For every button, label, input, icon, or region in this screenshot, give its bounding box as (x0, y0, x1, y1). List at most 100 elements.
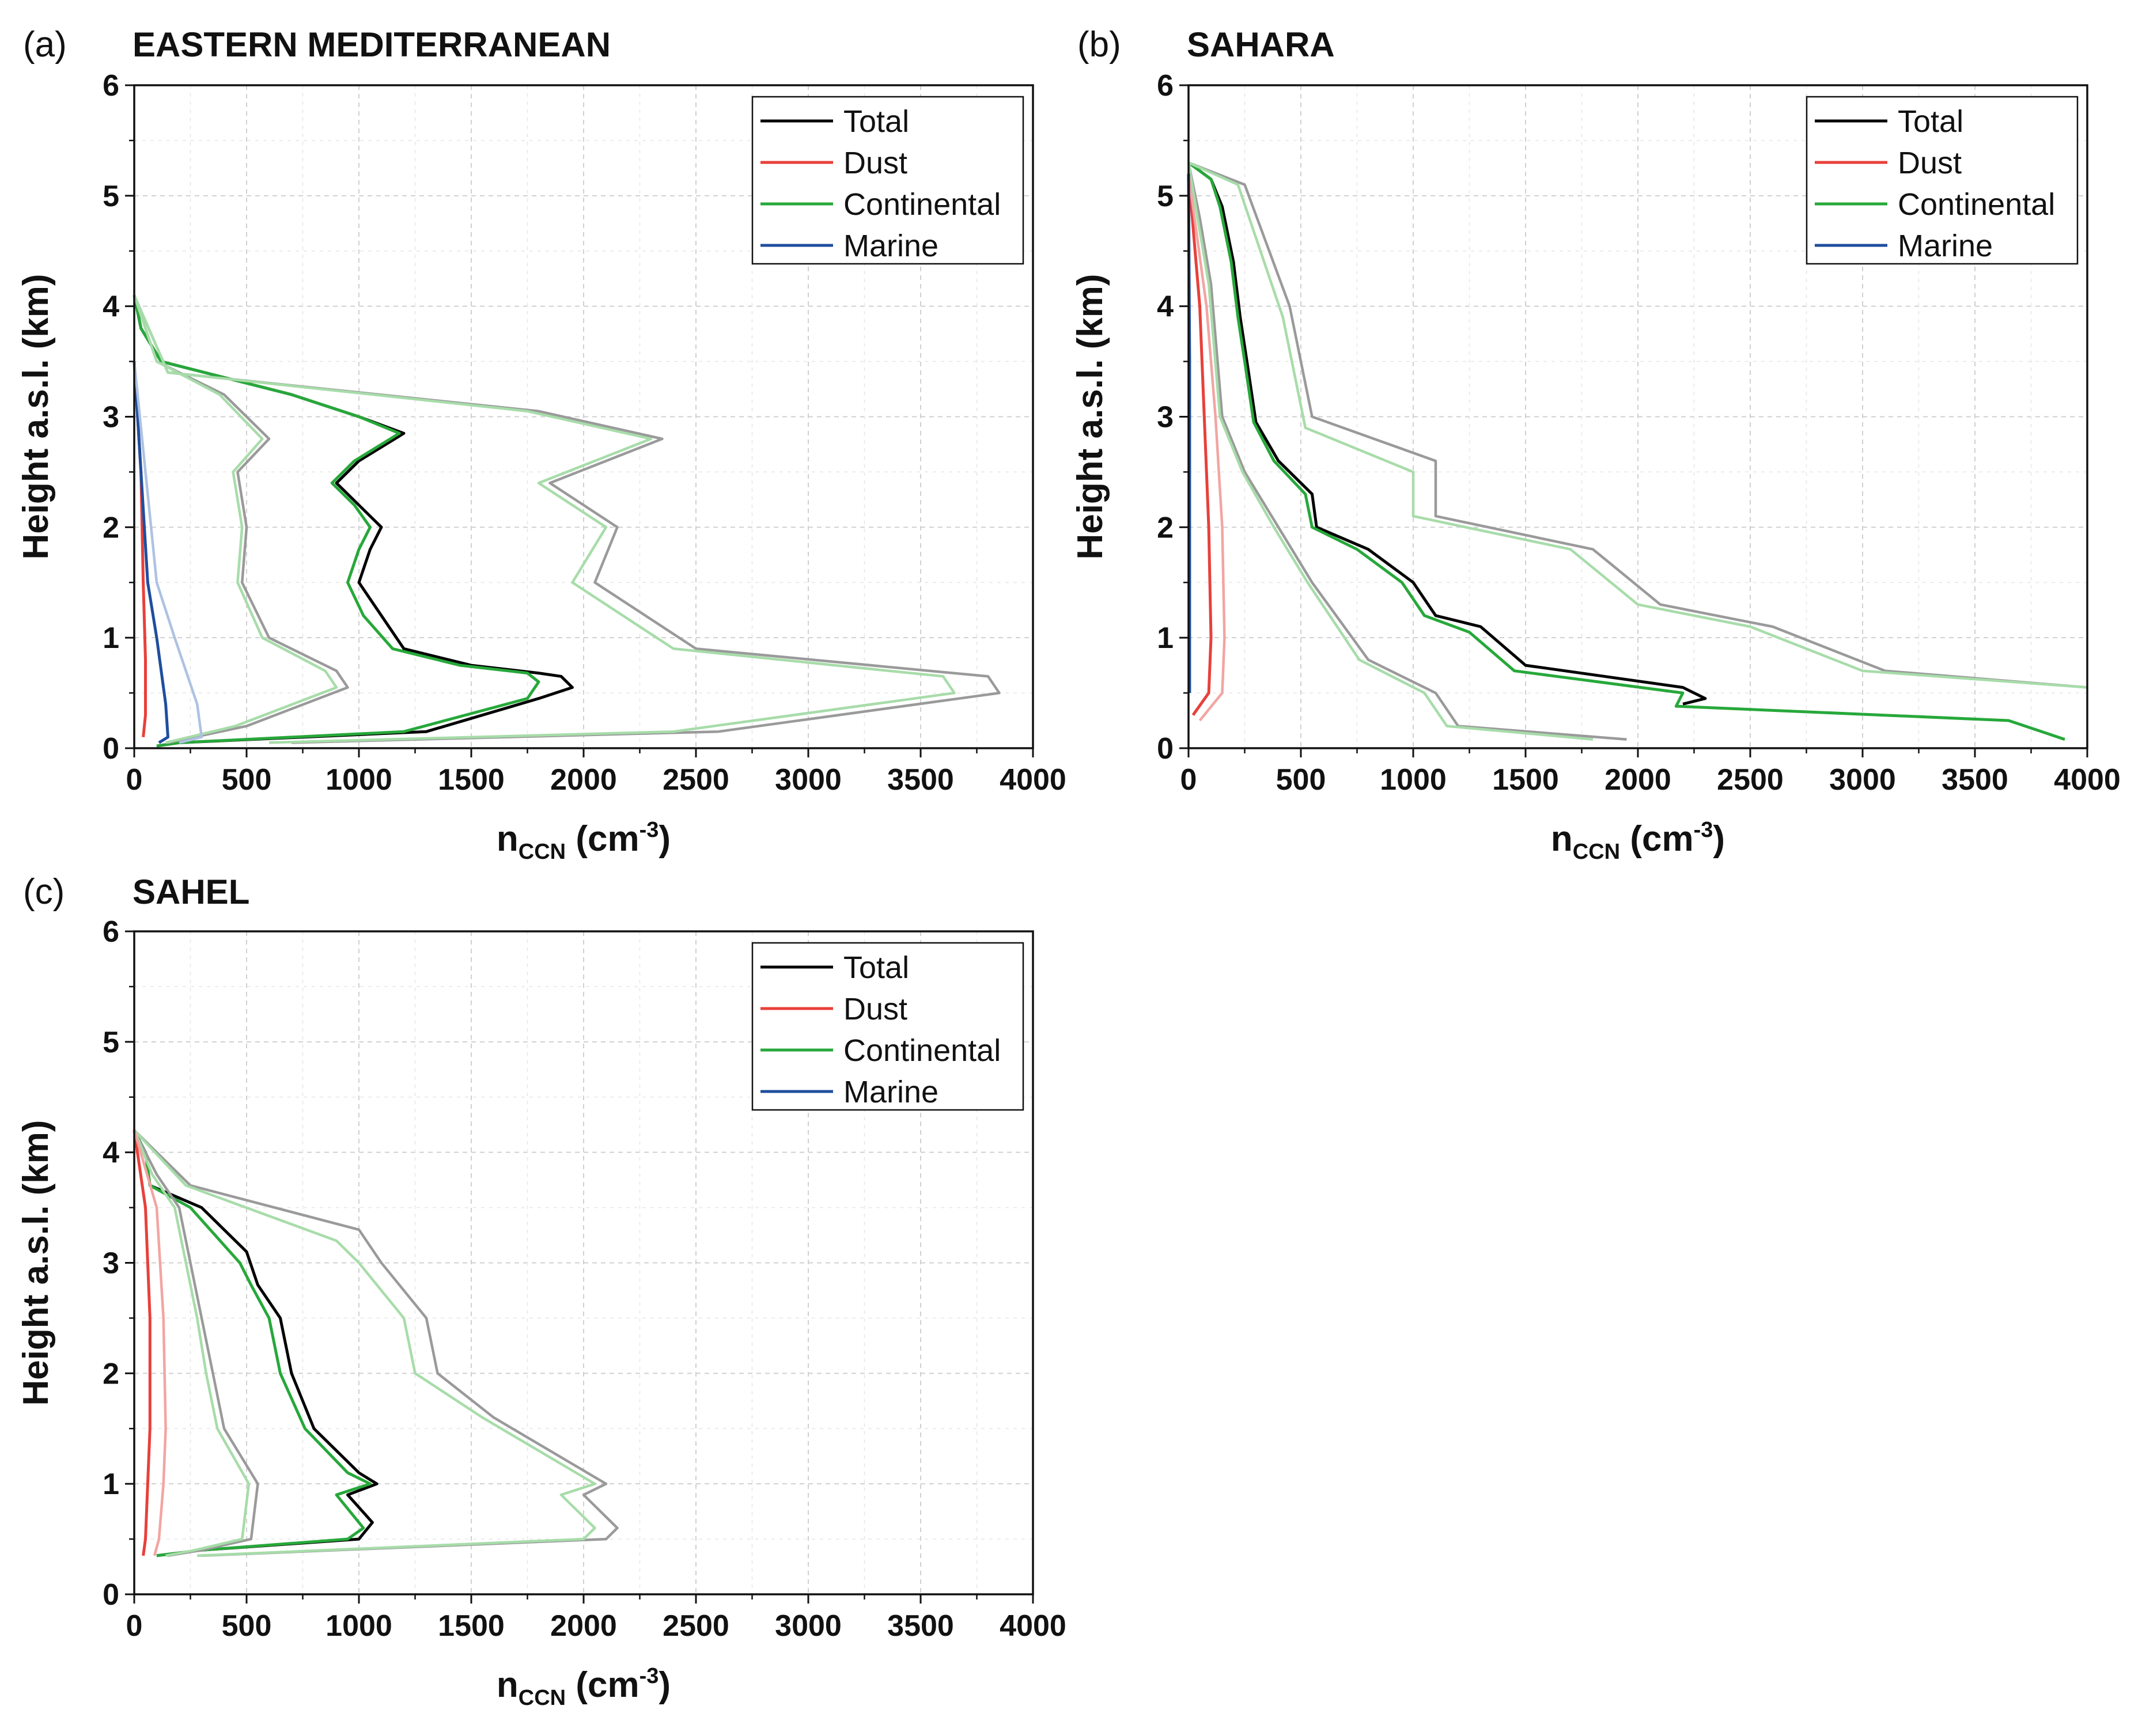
series-line-total-1- (133, 1129, 259, 1557)
series-line-continental-1- (133, 294, 956, 744)
series-line-marine (133, 361, 169, 744)
series-line-continental-1- (1187, 162, 1594, 741)
legend-box (1806, 96, 2079, 265)
series-line-total-1- (133, 294, 349, 744)
series-line-total (1187, 161, 1707, 706)
x-axis-title-sub: CCN (519, 1686, 566, 1710)
x-tick-label: 500 (1276, 763, 1326, 797)
y-tick-label: 2 (103, 511, 119, 544)
x-tick-label: 1000 (326, 763, 392, 797)
y-tick-label: 4 (103, 290, 119, 324)
x-tick-label: 2000 (1604, 763, 1671, 797)
y-tick-label: 3 (103, 1247, 119, 1280)
x-axis-title-main: n (497, 1665, 519, 1705)
x-tick-label: 2500 (663, 1609, 729, 1643)
panel-letter: (a) (23, 25, 67, 65)
legend-label-continental: Continental (1898, 187, 2055, 222)
series-line-dust-1- (1187, 173, 1226, 722)
x-tick-label: 3000 (775, 763, 842, 797)
legend-label-continental: Continental (843, 187, 1001, 222)
series-line-continental-1- (133, 1129, 251, 1557)
x-tick-label: 500 (222, 763, 272, 797)
x-tick-label: 3000 (1829, 763, 1896, 797)
panel-title: SAHARA (1187, 25, 1335, 64)
x-tick-label: 2000 (550, 763, 617, 797)
series-line-total-1- (133, 1129, 619, 1557)
x-tick-label: 0 (126, 763, 143, 797)
panel-title: EASTERN MEDITERRANEAN (133, 25, 611, 64)
panel-letter: (b) (1077, 25, 1121, 65)
x-tick-label: 1500 (438, 1609, 505, 1643)
x-axis-title-close: ) (1713, 819, 1725, 859)
x-tick-label: 0 (126, 1609, 143, 1643)
series-line-total-1- (1187, 162, 1627, 741)
y-axis-title: Height a.s.l. (km) (16, 274, 56, 559)
y-tick-label: 1 (1157, 621, 1174, 655)
y-tick-label: 2 (1157, 511, 1174, 544)
series-line-total (133, 1129, 379, 1557)
x-tick-label: 1500 (1492, 763, 1559, 797)
x-tick-label: 1000 (1380, 763, 1447, 797)
legend-label-total: Total (843, 104, 909, 139)
y-tick-label: 6 (1157, 69, 1174, 103)
y-tick-label: 6 (103, 69, 119, 103)
y-tick-label: 0 (1157, 732, 1174, 765)
x-tick-label: 4000 (1000, 763, 1066, 797)
series-line-continental-1- (133, 1129, 596, 1557)
x-tick-label: 4000 (2054, 763, 2121, 797)
series-line-continental (133, 295, 540, 748)
x-tick-label: 3500 (887, 1609, 954, 1643)
legend-label-marine: Marine (843, 229, 938, 263)
y-axis-title: Height a.s.l. (km) (1070, 274, 1110, 559)
series-line-dust-1- (133, 1129, 167, 1556)
x-tick-label: 2500 (663, 763, 729, 797)
x-tick-label: 3500 (1942, 763, 2008, 797)
x-axis-title-sub: CCN (1573, 840, 1620, 864)
x-tick-label: 3500 (887, 763, 954, 797)
series-line-total-1- (1188, 161, 2088, 689)
y-axis-title: Height a.s.l. (km) (16, 1120, 56, 1405)
series-line-total (133, 295, 574, 748)
x-axis-title: nCCN (cm-3) (497, 818, 671, 864)
y-tick-label: 0 (103, 1578, 119, 1612)
y-tick-label: 4 (103, 1136, 119, 1170)
y-tick-label: 3 (1157, 401, 1174, 434)
legend: Total Dust Continental Marine (1806, 96, 2079, 265)
y-tick-label: 6 (103, 915, 119, 949)
x-tick-label: 1000 (326, 1609, 392, 1643)
legend-label-marine: Marine (1898, 229, 1993, 263)
x-axis-title-sup: -3 (639, 1664, 659, 1688)
y-tick-label: 3 (103, 401, 119, 434)
x-tick-label: 4000 (1000, 1609, 1066, 1643)
series-line-dust (1187, 173, 1213, 716)
x-tick-label: 1500 (438, 763, 505, 797)
series-line-continental (1187, 161, 2065, 741)
legend-label-marine: Marine (843, 1075, 938, 1109)
x-tick-label: 500 (222, 1609, 272, 1643)
legend-label-total: Total (1898, 104, 1963, 139)
y-tick-label: 5 (1157, 180, 1174, 213)
x-axis-title-unit: (cm (1620, 819, 1693, 859)
x-tick-label: 2000 (550, 1609, 617, 1643)
x-axis-title-sub: CCN (519, 840, 566, 864)
y-tick-label: 4 (1157, 290, 1174, 324)
panel-letter: (c) (23, 872, 65, 912)
x-axis-title: nCCN (cm-3) (1551, 818, 1725, 864)
x-axis-title: nCCN (cm-3) (497, 1664, 671, 1710)
x-axis-title-main: n (497, 819, 519, 859)
panel-title: SAHEL (133, 873, 249, 911)
x-axis-title-unit: (cm (566, 819, 639, 859)
y-tick-label: 0 (103, 732, 119, 765)
legend-label-dust: Dust (843, 992, 907, 1026)
panel-0: (a) EASTERN MEDITERRANEAN 0 500 1000 1500 2000… (16, 25, 1066, 864)
y-tick-label: 1 (103, 621, 119, 655)
y-tick-label: 5 (103, 1026, 119, 1059)
x-axis-title-sup: -3 (639, 818, 659, 842)
series-line-total-1- (133, 294, 1001, 744)
legend-label-dust: Dust (1898, 146, 1962, 180)
panel-1: (b) SAHARA 0 500 1000 1500 2000 2500 3000 3500 400… (1070, 25, 2121, 864)
x-tick-label: 0 (1180, 763, 1197, 797)
x-axis-title-close: ) (659, 819, 671, 859)
x-axis-title-unit: (cm (566, 1665, 639, 1705)
